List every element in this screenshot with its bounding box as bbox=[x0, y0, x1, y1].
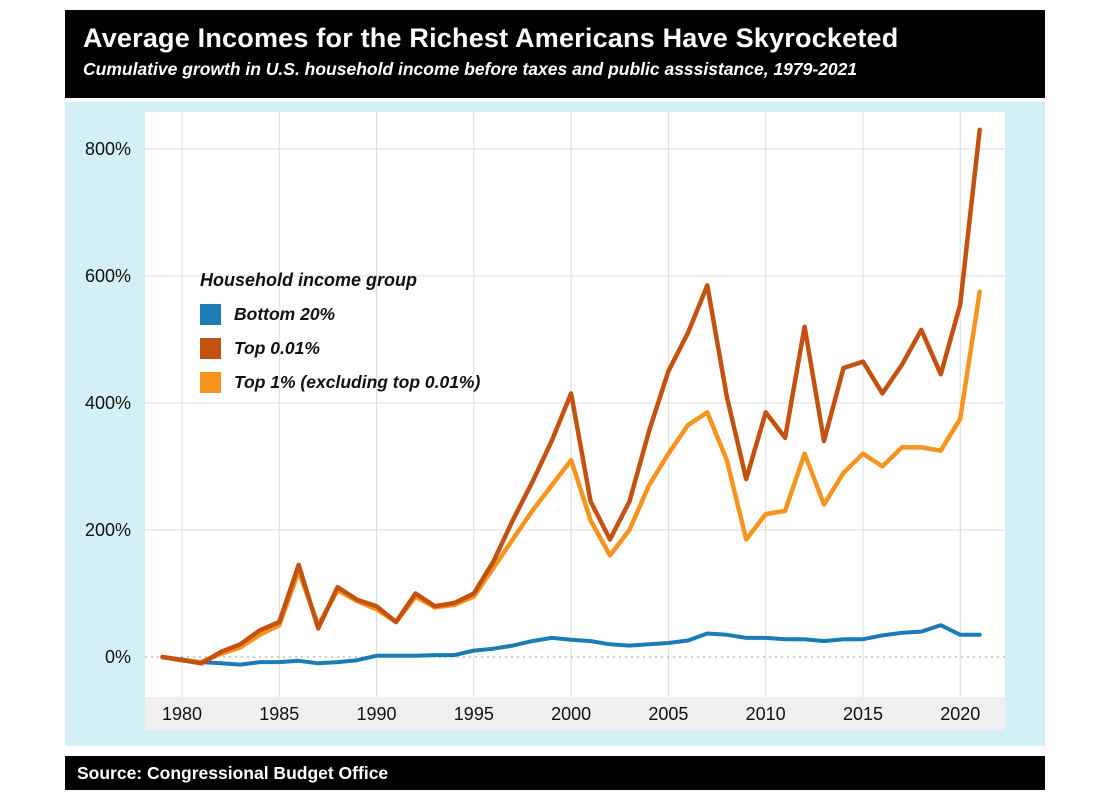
y-tick-label-200: 200% bbox=[85, 520, 131, 540]
x-tick-label-2020: 2020 bbox=[940, 704, 980, 724]
x-tick-label-2015: 2015 bbox=[843, 704, 883, 724]
x-axis-strip bbox=[145, 697, 1005, 730]
series-line-top-0-01 bbox=[160, 127, 982, 666]
y-tick-label-0: 0% bbox=[105, 647, 131, 667]
line-chart: 0% 200% 400% 600% 800% 1980 1985 1990 1995 2000 20… bbox=[85, 112, 1005, 730]
x-tick-label-2010: 2010 bbox=[746, 704, 786, 724]
x-tick-label-1995: 1995 bbox=[454, 704, 494, 724]
chart-title: Average Incomes for the Richest American… bbox=[83, 23, 899, 53]
chart-subtitle: Cumulative growth in U.S. household inco… bbox=[83, 59, 858, 80]
x-tick-label-2000: 2000 bbox=[551, 704, 591, 724]
chart-header: Average Incomes for the Richest American… bbox=[65, 10, 1045, 98]
chart-panel: 0% 200% 400% 600% 800% 1980 1985 1990 1995 2000 20… bbox=[65, 102, 1045, 746]
x-tick-label-1985: 1985 bbox=[259, 704, 299, 724]
y-tick-label-600: 600% bbox=[85, 266, 131, 286]
source-bar: Source: Congressional Budget Office bbox=[65, 756, 1045, 790]
y-tick-label-400: 400% bbox=[85, 393, 131, 413]
y-tick-label-800: 800% bbox=[85, 139, 131, 159]
series-line-bottom-20 bbox=[160, 623, 982, 667]
x-tick-label-1990: 1990 bbox=[357, 704, 397, 724]
x-tick-label-1980: 1980 bbox=[162, 704, 202, 724]
x-tick-label-2005: 2005 bbox=[648, 704, 688, 724]
